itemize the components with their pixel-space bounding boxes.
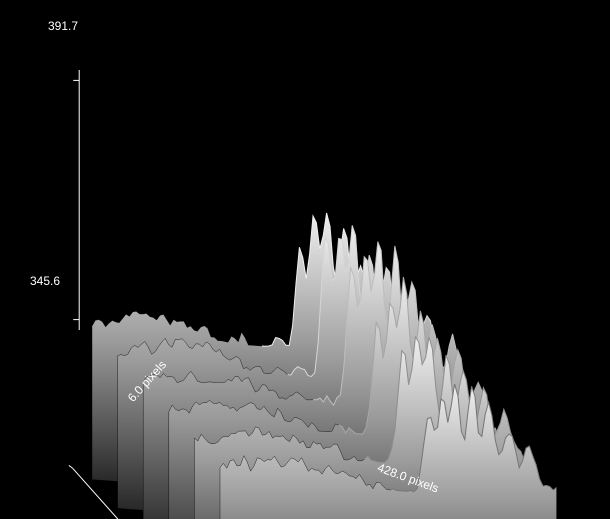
plot-canvas	[0, 0, 610, 519]
surface-plot-3d: { "chart": { "type": "3d-waterfall", "ba…	[0, 0, 610, 519]
z-axis-bottom-label: 345.6	[30, 274, 60, 288]
z-axis-top-label: 391.7	[48, 19, 78, 33]
